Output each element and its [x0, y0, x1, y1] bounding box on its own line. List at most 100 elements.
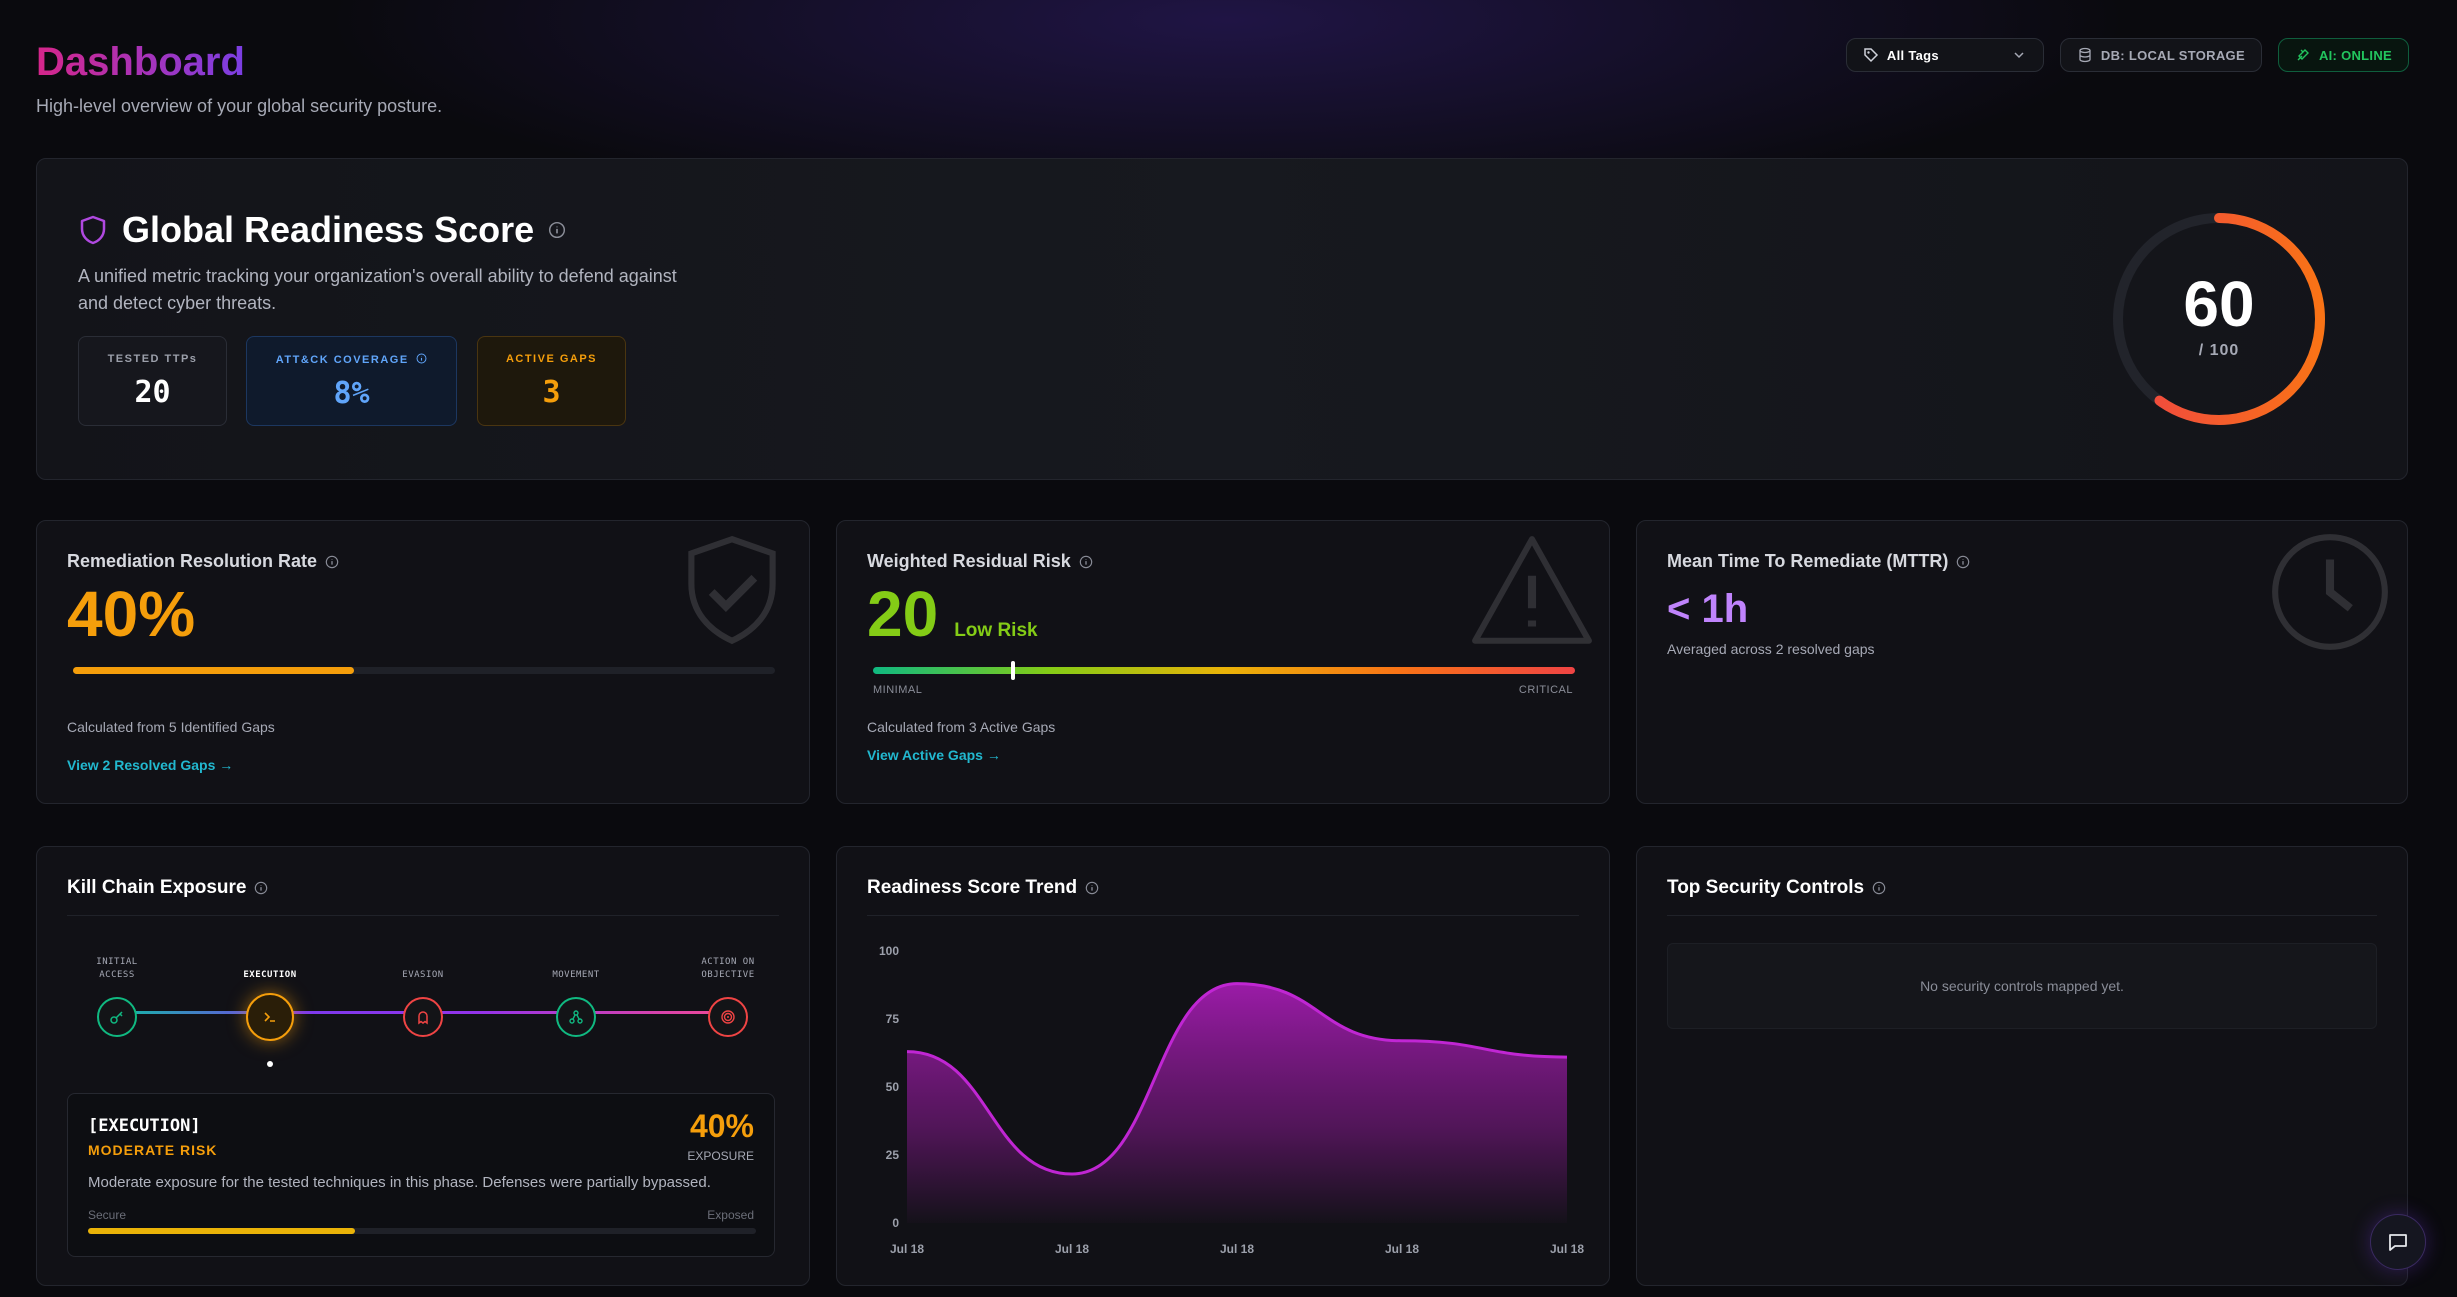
- info-icon[interactable]: [1872, 881, 1886, 895]
- ai-status-label: AI: ONLINE: [2318, 47, 2392, 63]
- shield-check-icon: [688, 535, 776, 645]
- stat-value: 20: [134, 375, 171, 410]
- y-tick-label: 100: [879, 944, 899, 958]
- y-tick-label: 25: [886, 1148, 900, 1162]
- stage-label-movement: MOVEMENT: [552, 970, 600, 980]
- card-divider: [67, 915, 779, 916]
- remediation-progress-fill: [73, 667, 354, 674]
- remediation-progress-track: [73, 667, 775, 674]
- y-tick-label: 0: [892, 1216, 899, 1230]
- remediation-note: Calculated from 5 Identified Gaps: [67, 719, 275, 735]
- risk-scale-min: MINIMAL: [873, 684, 923, 696]
- card-divider: [867, 915, 1579, 916]
- stage-detail-risk: MODERATE RISK: [88, 1142, 218, 1158]
- info-icon[interactable]: [1079, 555, 1093, 569]
- risk-gradient-bar: [873, 661, 1575, 680]
- controls-empty-state: No security controls mapped yet.: [1667, 943, 2377, 1029]
- residual-risk-value: 20: [867, 578, 939, 650]
- tags-filter-dropdown[interactable]: All Tags: [1845, 38, 2044, 72]
- stage-node-movement[interactable]: [556, 997, 596, 1037]
- controls-title: Top Security Controls: [1667, 877, 1865, 898]
- shield-icon: [80, 215, 106, 245]
- info-icon[interactable]: [1956, 555, 1970, 569]
- x-tick-label: Jul 18: [890, 1242, 924, 1256]
- ai-status-badge: AI: ONLINE: [2277, 38, 2409, 72]
- card-title: Remediation Resolution Rate: [67, 551, 339, 572]
- score-ring-svg: [2113, 213, 2325, 425]
- stage-node-initial-access[interactable]: [97, 997, 137, 1037]
- card-divider: [1667, 915, 2377, 916]
- exposure-scale-left: Secure: [88, 1208, 127, 1222]
- score-value: 60: [2183, 268, 2255, 340]
- stage-label-initial-access: INITIAL ACCESS: [96, 957, 138, 980]
- residual-risk-title: Weighted Residual Risk: [867, 551, 1071, 571]
- ai-bot-icon: [2297, 49, 2309, 61]
- stage-detail-pct-label: EXPOSURE: [687, 1149, 754, 1163]
- chevron-down-icon: [2014, 52, 2024, 59]
- selected-stage-indicator: [267, 1061, 273, 1067]
- chat-button[interactable]: [2370, 1214, 2426, 1270]
- info-icon[interactable]: [325, 555, 339, 569]
- residual-risk-level: Low Risk: [954, 620, 1038, 641]
- mttr-title: Mean Time To Remediate (MTTR): [1667, 551, 1949, 571]
- tag-icon: [1864, 48, 1878, 63]
- x-tick-label: Jul 18: [1055, 1242, 1089, 1256]
- trend-area: [907, 983, 1567, 1223]
- remediation-rate-card: Remediation Resolution Rate 40% Calculat…: [36, 520, 810, 804]
- readiness-score-card: Global Readiness Score A unified metric …: [36, 158, 2408, 480]
- stat-tested-ttps: TESTED TTPs 20: [78, 336, 227, 426]
- stage-detail-pct: 40%: [689, 1108, 754, 1144]
- readiness-trend-card: Readiness Score Trend 100 75 50 25 0 Jul 18 J…: [836, 846, 1610, 1286]
- view-resolved-gaps-link[interactable]: View 2 Resolved Gaps →: [67, 757, 234, 773]
- card-title: Kill Chain Exposure: [67, 877, 268, 899]
- risk-marker: [1011, 661, 1016, 680]
- terminal-icon: [264, 1012, 275, 1022]
- chat-bubble-icon: [2389, 1234, 2407, 1251]
- stat-label: TESTED TTPs: [107, 353, 198, 365]
- trend-title: Readiness Score Trend: [867, 877, 1078, 898]
- page-subtitle: High-level overview of your global secur…: [36, 96, 443, 116]
- readiness-description: A unified metric tracking your organizat…: [78, 266, 677, 313]
- trend-chart: 100 75 50 25 0 Jul 18 Jul 18 Jul 18 Jul 18 Jul 1…: [879, 944, 1584, 1256]
- card-title: Readiness Score Trend: [867, 877, 1099, 899]
- info-icon[interactable]: [1085, 881, 1099, 895]
- stage-node-evasion[interactable]: [403, 997, 443, 1037]
- key-icon: [110, 1011, 123, 1024]
- risk-scale-max: CRITICAL: [1518, 684, 1573, 696]
- tags-filter-label: All Tags: [1886, 47, 1939, 63]
- db-status-badge: DB: LOCAL STORAGE: [2059, 38, 2262, 72]
- stat-label: ACTIVE GAPS: [505, 353, 598, 365]
- stage-detail-panel: [EXECUTION] MODERATE RISK 40% EXPOSURE M…: [67, 1093, 775, 1257]
- info-icon[interactable]: [254, 881, 268, 895]
- stage-label-action-on-objective: ACTION ON OBJECTIVE: [701, 957, 755, 980]
- kill-chain-card: Kill Chain Exposure INITIAL ACCESS EXECU…: [36, 846, 810, 1286]
- page-header: Dashboard High-level overview of your gl…: [36, 38, 736, 118]
- stat-value: 8%: [333, 376, 370, 411]
- stage-label-evasion: EVASION: [402, 970, 444, 980]
- info-icon[interactable]: [548, 221, 566, 239]
- stat-label: ATT&CK COVERAGE: [247, 353, 456, 366]
- trend-line: [906, 982, 1568, 1176]
- x-tick-label: Jul 18: [1550, 1242, 1584, 1256]
- residual-risk-note: Calculated from 3 Active Gaps: [867, 719, 1056, 735]
- database-icon: [2079, 47, 2091, 63]
- stage-detail-description: Moderate exposure for the tested techniq…: [88, 1174, 711, 1191]
- clock-icon: [2272, 534, 2388, 650]
- info-icon[interactable]: [416, 353, 427, 364]
- exposure-bar-fill: [88, 1228, 356, 1234]
- x-tick-label: Jul 18: [1220, 1242, 1254, 1256]
- exposure-scale-right: Exposed: [707, 1208, 754, 1222]
- remediation-title: Remediation Resolution Rate: [67, 551, 318, 571]
- ring-progress: [2113, 213, 2325, 425]
- stage-node-execution[interactable]: [246, 993, 294, 1041]
- stat-value: 3: [542, 375, 561, 410]
- view-active-gaps-link[interactable]: View Active Gaps →: [867, 747, 1001, 763]
- top-toolbar: All Tags DB: LOCAL STORAGE AI: ONLINE: [1845, 38, 2409, 72]
- residual-risk-value-row: 20 Low Risk: [867, 577, 1038, 651]
- ghost-icon: [418, 1011, 428, 1025]
- target-icon: [721, 1010, 735, 1024]
- card-title: Top Security Controls: [1667, 877, 1886, 899]
- readiness-title-row: Global Readiness Score: [78, 209, 566, 251]
- stage-node-action-on-objective[interactable]: [708, 997, 748, 1037]
- warning-triangle-icon: [1472, 536, 1592, 644]
